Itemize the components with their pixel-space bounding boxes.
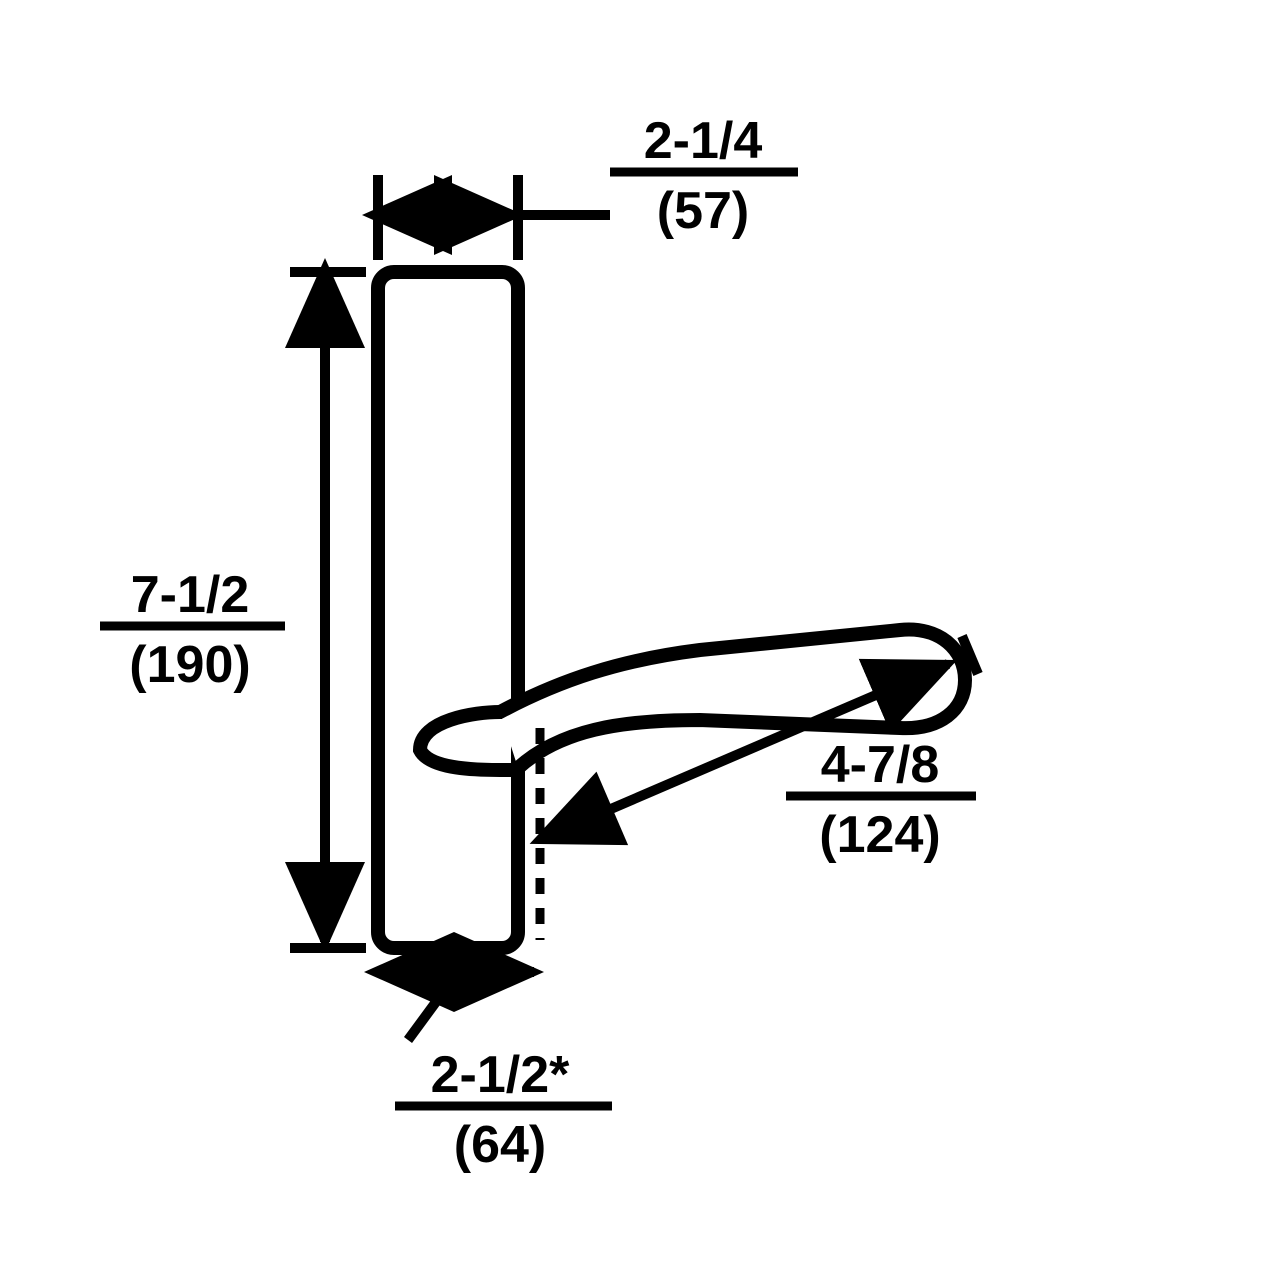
dim-leader-backset: [408, 972, 458, 1040]
dimension-diagram: 2-1/4 (57) 7-1/2 (190) 4-7/8 (124) 2-1/2…: [0, 0, 1280, 1280]
dim-width-metric: (57): [657, 182, 749, 240]
dim-width-imperial: 2-1/4: [644, 112, 763, 170]
dim-projection-metric: (124): [819, 806, 940, 864]
dim-backset-imperial: 2-1/2*: [431, 1046, 571, 1104]
dim-projection-imperial: 4-7/8: [821, 736, 940, 794]
dim-backset-metric: (64): [454, 1116, 546, 1174]
escutcheon-plate: [378, 272, 518, 948]
dim-height-metric: (190): [129, 636, 250, 694]
dim-height-imperial: 7-1/2: [131, 566, 250, 624]
